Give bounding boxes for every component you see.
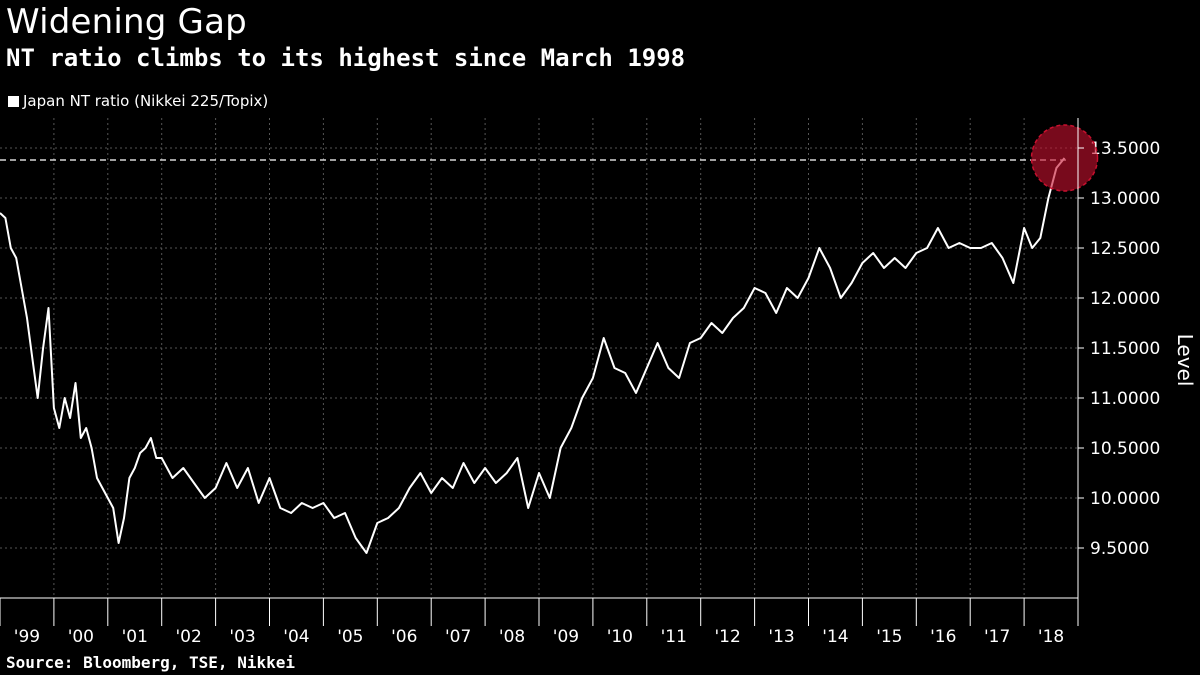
y-axis-label: Level [1173,334,1197,387]
x-tick-label: '03 [229,627,255,647]
grid [0,118,1078,598]
x-tick-label: '00 [68,627,94,647]
x-tick-label: '06 [391,627,417,647]
series-line-nt-ratio [0,157,1066,554]
x-tick-label: '08 [499,627,525,647]
y-tick-label: 12.5000 [1090,239,1160,259]
legend-label: Japan NT ratio (Nikkei 225/Topix) [23,92,269,110]
x-tick-label: '10 [607,627,633,647]
x-tick-label: '12 [714,627,740,647]
source-note: Source: Bloomberg, TSE, Nikkei [6,653,295,672]
reference-layer [0,124,1099,192]
x-tick-label: '02 [175,627,201,647]
x-tick-label: '14 [822,627,848,647]
x-tick-label: '17 [984,627,1010,647]
legend-swatch [8,95,19,107]
y-tick-label: 11.0000 [1090,389,1160,409]
y-tick-label: 9.5000 [1090,539,1149,559]
y-tick-label: 13.0000 [1090,189,1160,209]
y-axis-ticks: 9.5000 10.0000 10.5000 11.0000 11.5000 12.000… [1090,139,1160,559]
y-tick-label: 10.0000 [1090,489,1160,509]
x-tick-label: '99 [14,627,40,647]
y-tick-label: 11.5000 [1090,339,1160,359]
series-layer [0,157,1066,554]
x-tick-label: '04 [283,627,309,647]
x-axis-ticks: '99 '00 '01 '02 '03 '04 '05 '06 '07 '08 '09 '10 '11 '… [14,627,1064,647]
legend: Japan NT ratio (Nikkei 225/Topix) [8,92,268,110]
highlight-circle [1030,124,1099,192]
x-tick-label: '16 [930,627,956,647]
x-tick-label: '01 [122,627,148,647]
x-tick-label: '13 [768,627,794,647]
y-tick-label: 10.5000 [1090,439,1160,459]
y-tick-label: 13.5000 [1090,139,1160,159]
axis-layer [0,118,1084,626]
x-tick-label: '18 [1038,627,1064,647]
x-tick-label: '05 [337,627,363,647]
x-tick-label: '07 [445,627,471,647]
chart-title: Widening Gap [6,2,247,42]
chart-subtitle: NT ratio climbs to its highest since Mar… [6,44,686,72]
x-tick-label: '15 [876,627,902,647]
x-tick-label: '11 [661,627,687,647]
x-tick-label: '09 [553,627,579,647]
y-tick-label: 12.0000 [1090,289,1160,309]
